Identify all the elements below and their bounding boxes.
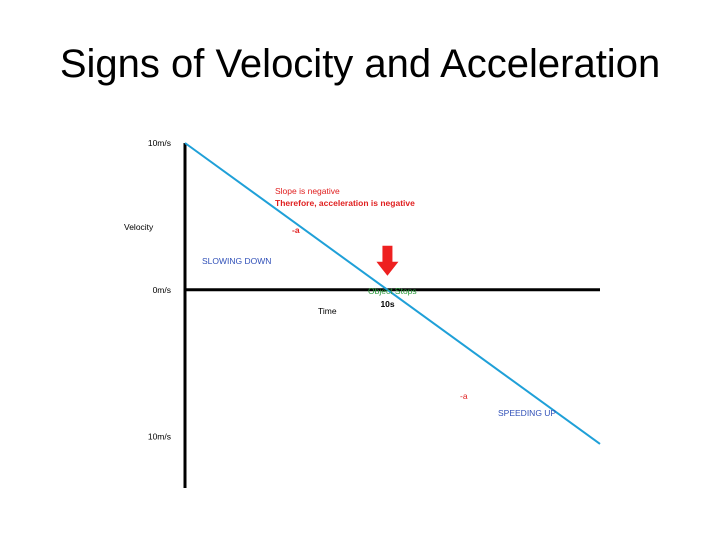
- negative-a-label: -a: [292, 225, 300, 235]
- object-stops-label: Object Stops: [368, 286, 417, 296]
- acceleration-negative-note: Therefore, acceleration is negative: [275, 198, 415, 208]
- y-tick-label-zero: 0m/s: [153, 285, 171, 295]
- x-tick-label: 10s: [380, 299, 394, 309]
- y-tick-label-bottom: 10m/s: [148, 432, 171, 442]
- slide-title: Signs of Velocity and Acceleration: [59, 42, 661, 86]
- stop-arrow-icon: [376, 245, 399, 276]
- velocity-series-line: [184, 142, 601, 445]
- y-axis-label: Velocity: [124, 222, 154, 232]
- speeding-up-label: SPEEDING UP: [498, 408, 556, 418]
- slowing-down-label: SLOWING DOWN: [202, 256, 271, 266]
- x-axis-label: Time: [318, 306, 337, 316]
- y-tick-label-top: 10m/s: [148, 138, 171, 148]
- lower-a-label: -a: [460, 391, 468, 401]
- slope-negative-note: Slope is negative: [275, 186, 340, 196]
